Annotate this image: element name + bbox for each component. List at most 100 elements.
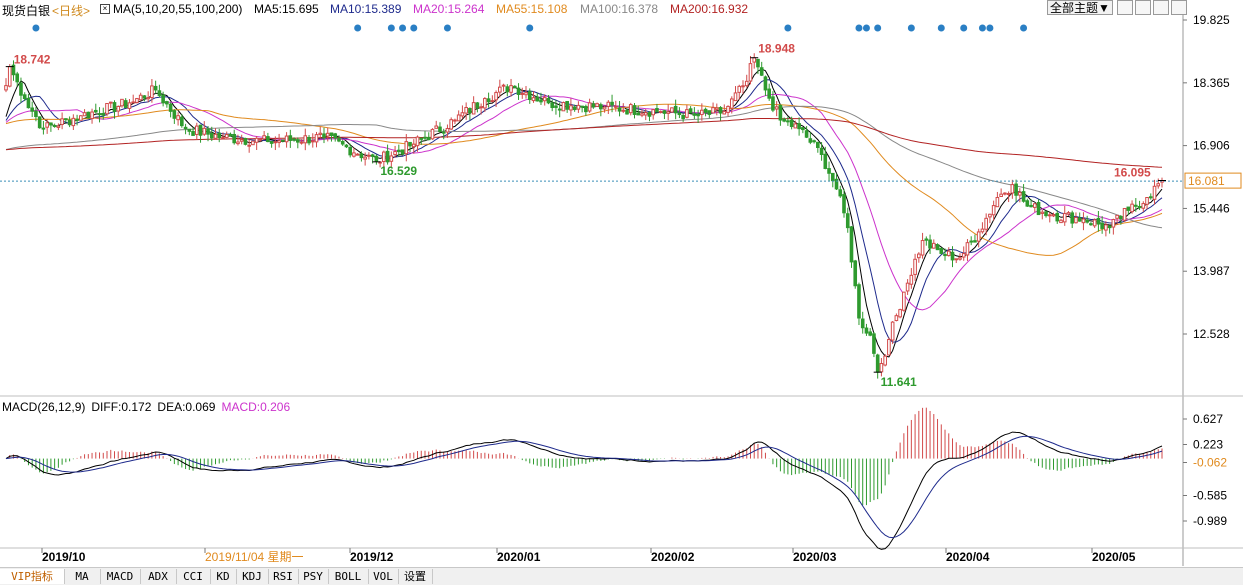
ma-toggle-icon[interactable]: × <box>100 4 110 14</box>
candle-body <box>292 138 296 141</box>
candle-body <box>613 105 618 108</box>
grid-icon[interactable] <box>1171 0 1187 15</box>
tab-3[interactable]: ADX <box>140 569 177 584</box>
candle-body <box>224 133 229 138</box>
candle-body <box>180 116 184 127</box>
candle-body <box>79 115 83 121</box>
candle-body <box>187 128 192 132</box>
candle-body <box>984 217 988 230</box>
candle-body <box>483 98 487 109</box>
candle-body <box>640 113 644 116</box>
candle-body <box>816 141 820 148</box>
candle-body <box>423 136 427 139</box>
candle-body <box>49 122 53 126</box>
candle-body <box>842 194 846 214</box>
candle-body <box>774 106 779 110</box>
candle-body <box>165 101 169 105</box>
price-tick-label: 15.446 <box>1193 201 1230 215</box>
period-selector[interactable]: <日线> <box>52 4 91 18</box>
candle-body <box>939 247 944 254</box>
tab-11[interactable]: 设置 <box>398 569 433 584</box>
signal-marker-icon <box>937 24 945 32</box>
candle-body <box>11 64 16 76</box>
candle-body <box>400 149 405 155</box>
candle-body <box>453 119 457 122</box>
macd-header: MACD(26,12,9) DIFF:0.172 DEA:0.069 MACD:0.2… <box>2 400 296 414</box>
macd-label: MACD(26,12,9) <box>2 400 86 414</box>
fullscreen-icon[interactable] <box>1117 0 1133 15</box>
tab-9[interactable]: BOLL <box>328 569 369 584</box>
candle-body <box>950 251 955 261</box>
candle-body <box>602 106 607 110</box>
candle-body <box>340 141 345 145</box>
indicator-icon[interactable] <box>1153 0 1169 15</box>
signal-marker-icon <box>399 24 407 32</box>
candle-body <box>946 250 951 257</box>
low-main-label: 11.641 <box>881 375 917 389</box>
candle-body <box>875 354 880 373</box>
symbol-name[interactable]: 现货白银 <box>2 4 51 18</box>
candle-body <box>209 133 214 139</box>
candle-body <box>22 94 27 100</box>
ma5-value: MA5:15.695 <box>254 2 319 16</box>
signal-marker-icon <box>862 24 870 32</box>
candle-body <box>744 80 749 87</box>
candle-body <box>621 109 626 112</box>
macd-dea-line <box>5 435 1163 539</box>
candle-body <box>75 118 79 121</box>
macd-diff-line <box>5 431 1163 550</box>
candle-body <box>1062 213 1067 223</box>
candle-body <box>45 122 49 128</box>
ma100-value: MA100:16.378 <box>580 2 659 16</box>
tab-2[interactable]: MACD <box>100 569 141 584</box>
tab-7[interactable]: RSI <box>268 569 299 584</box>
tab-4[interactable]: CCI <box>176 569 211 584</box>
tab-0[interactable]: VIP指标 <box>0 569 65 584</box>
signal-marker-icon <box>784 24 792 32</box>
candle-body <box>801 127 805 131</box>
candle-body <box>561 101 566 112</box>
candle-body <box>310 140 315 143</box>
candle-body <box>363 156 367 160</box>
layout-icon[interactable] <box>1135 0 1151 15</box>
candle-body <box>236 141 240 145</box>
candle-body <box>1032 203 1037 208</box>
candle-body <box>426 137 431 141</box>
candle-body <box>954 258 959 261</box>
candle-body <box>1059 219 1063 224</box>
candle-body <box>1130 203 1134 213</box>
candle-body <box>917 253 921 259</box>
tab-1[interactable]: MA <box>64 569 101 584</box>
tab-6[interactable]: KDJ <box>236 569 269 584</box>
candle-body <box>700 109 704 116</box>
candle-body <box>931 242 936 249</box>
candle-body <box>643 112 648 116</box>
candle-body <box>337 137 341 142</box>
candle-body <box>973 240 977 243</box>
candle-body <box>52 125 57 128</box>
candle-body <box>60 118 64 125</box>
candle-body <box>1115 214 1119 219</box>
tab-8[interactable]: PSY <box>298 569 329 584</box>
candle-body <box>632 105 637 115</box>
candle-body <box>277 140 281 143</box>
candle-body <box>703 108 708 113</box>
candle-body <box>64 118 68 121</box>
candle-body <box>434 125 439 129</box>
candle-body <box>295 139 300 143</box>
signal-marker-icon <box>443 24 451 32</box>
candle-body <box>284 135 289 143</box>
candle-body <box>890 321 895 341</box>
candle-body <box>898 309 902 318</box>
candle-body <box>988 213 992 218</box>
tab-5[interactable]: KD <box>210 569 237 584</box>
candle-body <box>217 132 222 139</box>
candle-body <box>314 134 319 143</box>
candle-body <box>34 110 38 118</box>
candle-body <box>108 101 113 104</box>
candle-body <box>804 130 809 138</box>
macd-tick-label: -0.989 <box>1193 514 1227 528</box>
theme-dropdown-button[interactable]: 全部主题▼ <box>1047 0 1113 15</box>
tab-10[interactable]: VOL <box>368 569 399 584</box>
